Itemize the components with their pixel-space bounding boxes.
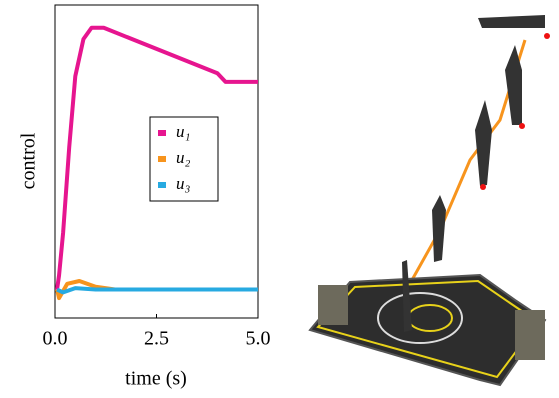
legend-label: u₂ [176,148,191,167]
side-block [318,285,348,325]
engine-flame [519,123,525,129]
rocket [432,195,446,262]
engine-flame [544,33,550,39]
legend-label: u₁ [176,122,190,141]
side-block [515,310,545,360]
engine-flame [480,184,486,190]
x-tick-label: 0.0 [43,328,68,350]
rocket-scene [308,15,550,387]
pad-ring [377,292,463,344]
x-tick-label: 5.0 [246,328,271,350]
legend-swatch [158,130,166,136]
line-series [56,286,258,295]
rocket [475,100,492,186]
rocket [478,15,545,28]
y-axis-label: control [18,132,40,189]
legend-swatch [158,156,166,162]
rocket [505,45,522,125]
platform-outline [316,279,540,379]
x-axis-label: time (s) [125,368,187,390]
x-tick-label: 2.5 [144,328,169,350]
rocket [402,260,412,332]
line-series [55,25,258,290]
legend-swatch [158,182,166,188]
legend-label: u₃ [176,174,191,193]
